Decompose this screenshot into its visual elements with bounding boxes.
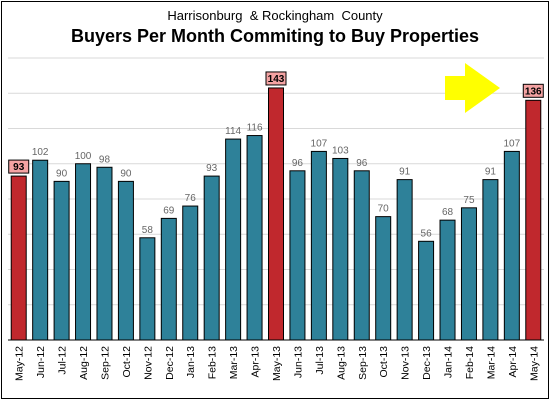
value-label: 116 [247,123,263,134]
x-tick-labels: May-12 Jun-12 Jul-12 Aug-12 Sep-12 Oct-12 Nov-… [14,346,541,381]
x-tick-label: Dec-12 [164,346,176,380]
x-tick-label: Aug-12 [78,346,90,380]
value-label: 103 [332,145,349,156]
value-label: 70 [378,204,390,215]
value-label: 75 [463,195,475,206]
bar-Sep-13 [353,170,370,341]
x-tick-label: Jul-13 [314,346,326,375]
bar-Mar-13 [225,138,242,341]
value-label-box [8,159,30,174]
x-tick-label: Feb-13 [207,346,219,379]
value-label: 107 [311,138,328,149]
bar-Feb-14 [460,207,477,341]
yellow-arrow-icon [445,63,500,113]
value-label: 56 [421,228,433,239]
value-label: 91 [399,167,411,178]
bar-Feb-13 [203,175,220,341]
bar-Sep-12 [96,166,113,341]
bar-Jan-13 [182,205,199,341]
value-label: 58 [142,225,154,236]
value-label: 93 [13,162,25,173]
bar-Jun-13 [289,170,306,341]
x-tick-label: Dec-13 [421,346,433,380]
value-label: 114 [225,126,241,137]
x-tick-label: Jul-12 [57,346,69,375]
value-label: 76 [185,193,197,204]
bar-May-13 [268,87,284,341]
x-tick-label: Feb-14 [464,346,476,379]
bar-Jan-14 [439,219,456,341]
bar-Apr-13 [246,135,263,341]
x-tick-label: Apr-14 [507,346,519,378]
x-tick-label: Aug-13 [335,346,347,380]
x-tick-label: May-12 [14,346,26,381]
value-label: 96 [292,158,304,169]
x-tick-label: May-14 [528,346,540,381]
value-label-box [265,71,287,86]
value-label: 91 [485,167,497,178]
x-tick-label: Nov-13 [400,346,412,380]
bar-Dec-13 [418,240,435,341]
x-tick-label: Jan-14 [443,346,455,378]
x-tick-label: Sep-12 [99,346,111,380]
x-tick-label: Apr-13 [250,346,262,378]
x-tick-label: Jan-13 [185,346,197,378]
bar-Nov-13 [396,179,413,341]
value-label: 98 [99,154,111,165]
x-tick-label: May-13 [271,346,283,381]
chart-subtitle: Harrisonburg & Rockingham County [167,8,383,23]
bar-May-12 [10,175,27,341]
x-tick-label: Oct-12 [121,346,133,378]
value-label: 143 [268,74,285,85]
bar-Aug-13 [332,157,349,341]
chart-title: Buyers Per Month Commiting to Buy Proper… [70,26,480,46]
bar-Jun-12 [32,159,49,341]
bar-Oct-12 [117,180,134,341]
value-label-box [522,83,544,98]
value-labels: 93 102 90 100 98 90 58 69 76 93 114 116 143 96 107 103 9… [8,71,544,239]
x-tick-label: Jun-13 [292,346,304,378]
value-label: 136 [525,86,542,97]
bar-Jul-13 [310,150,327,341]
value-label: 69 [163,205,175,216]
bars [10,87,542,341]
x-tick-label: Sep-13 [357,346,369,380]
bar-Oct-13 [375,216,392,341]
x-tick-label: Mar-13 [228,346,240,379]
bar-Apr-14 [503,150,520,341]
bar-Nov-12 [139,237,156,341]
value-label: 90 [56,168,68,179]
value-label: 93 [206,163,218,174]
value-label: 102 [32,147,49,158]
bar-Dec-12 [160,217,177,341]
x-tick-label: Mar-14 [485,346,497,379]
value-label: 107 [503,138,520,149]
x-tick-label: Oct-13 [378,346,390,378]
value-label: 68 [442,207,454,218]
x-tick-label: Nov-12 [142,346,154,380]
bar-Jul-12 [53,180,70,341]
bar-Aug-12 [75,163,92,341]
value-label: 100 [75,151,92,162]
x-tick-label: Jun-12 [35,346,47,378]
value-label: 96 [356,158,368,169]
bar-May-14 [525,99,542,341]
bar-Mar-14 [482,179,499,341]
value-label: 90 [120,168,132,179]
